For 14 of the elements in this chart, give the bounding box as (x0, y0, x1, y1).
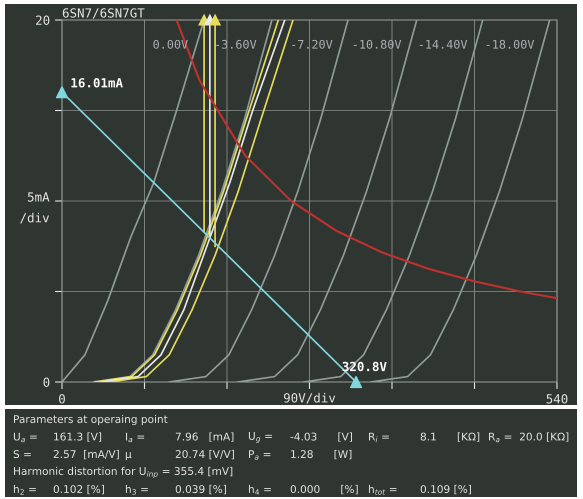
series-label: -18.00V (486, 40, 534, 49)
annotation: 16.01mA (71, 78, 123, 88)
series-label: -14.40V (420, 40, 468, 49)
x-axis-title: 90V/div (284, 392, 336, 404)
text: Parameters at operaing point (14, 414, 168, 426)
chart-title: 6SN7/6SN7GT (62, 8, 144, 19)
y-tick-label: 20 (36, 16, 50, 25)
text: h$_{2}$ = 0.102 [%] h$_{3}$ = 0.039 [%] h$_{4}$ = 0.000 [%] h$_{tot}$ = 0.109 [%] (14, 484, 471, 495)
y-axis-title: 5mA /div (20, 192, 50, 224)
text: S = 2.57 [mA/V] μ 20.74 [V/V] P$_{a}$ = 1.28 [W] (14, 450, 352, 460)
x-tick-label: 540 (546, 394, 568, 404)
text: Harmonic distortion for U$_{inp}$ = 355.4 [mV] (14, 466, 232, 478)
text: U$_{a}$ = 161.3 [V] I$_{a}$ = 7.96 [mA] U$_{g}$ = -4.03 [V] R$_{i}$ = 8.1 [KΩ] R$_{a}$ = 20.0 [KΩ] (14, 432, 568, 443)
annotation: 320.8V (342, 362, 387, 372)
